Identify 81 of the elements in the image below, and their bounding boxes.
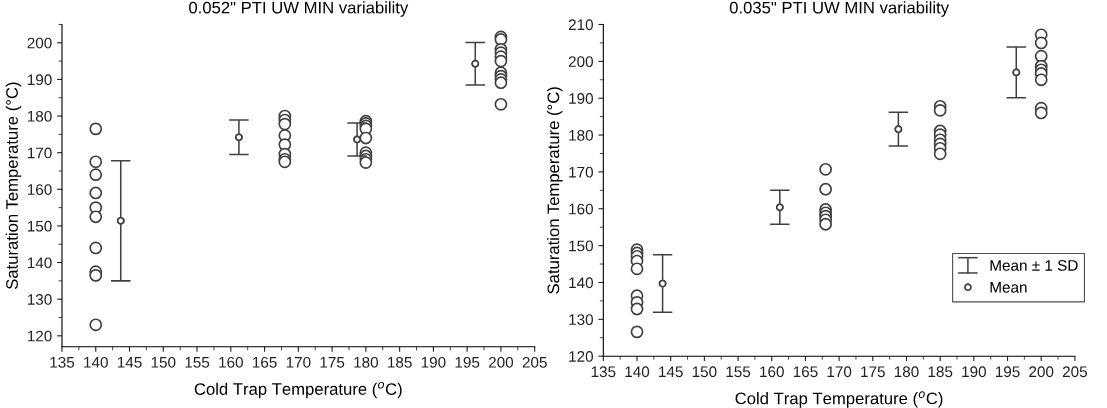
x-tick-label: 170 xyxy=(286,356,311,368)
point xyxy=(89,122,103,136)
y-tick-label: 150 xyxy=(27,220,52,232)
x-axis-title: Cold Trap Temperature ($^{o}$C) xyxy=(194,381,402,399)
y-tick-label: 190 xyxy=(569,93,593,104)
x-tick-label: 160 xyxy=(760,366,784,378)
point xyxy=(494,76,508,90)
legend-label: Mean xyxy=(990,282,1027,293)
x-tick-label: 175 xyxy=(861,366,885,378)
point xyxy=(359,131,373,145)
point xyxy=(89,241,103,255)
x-tick-label: 200 xyxy=(1029,366,1054,378)
y-tick-label: 130 xyxy=(27,294,52,305)
point xyxy=(89,186,103,200)
y-tick-label: 160 xyxy=(27,184,52,195)
y-tick-label: 170 xyxy=(569,166,593,178)
x-tick-label: 205 xyxy=(522,356,547,368)
x-tick-label: 155 xyxy=(185,357,210,368)
x-tick-label: 160 xyxy=(219,356,243,368)
x-axis-title: Cold Trap Temperature ($^{o}$C) xyxy=(735,391,943,408)
legend-label: Mean ± 1 SD xyxy=(990,260,1078,271)
x-tick-label: 180 xyxy=(354,356,379,368)
point xyxy=(89,318,103,332)
x-tick-label: 190 xyxy=(962,366,986,378)
point xyxy=(359,156,373,169)
point xyxy=(819,162,833,176)
x-tick-label: 155 xyxy=(726,366,751,378)
y-tick-label: 180 xyxy=(27,110,52,122)
x-tick-label: 140 xyxy=(84,356,108,368)
y-tick-label: 140 xyxy=(27,257,52,269)
point xyxy=(630,262,644,276)
point xyxy=(630,325,644,339)
y-tick-label: 170 xyxy=(27,147,52,159)
y-tick-label: 160 xyxy=(569,203,593,215)
point xyxy=(89,155,103,169)
y-axis-title: Saturation Temperature (°C) xyxy=(5,82,22,290)
point xyxy=(89,210,103,224)
point xyxy=(1034,73,1048,87)
chart-title: 0.052" PTI UW MIN variability xyxy=(189,1,409,17)
x-tick-label: 205 xyxy=(1062,366,1087,378)
point xyxy=(494,97,508,111)
x-tick-label: 185 xyxy=(928,366,953,378)
x-tick-label: 135 xyxy=(591,366,616,378)
y-tick-label: 140 xyxy=(569,277,593,289)
x-tick-label: 190 xyxy=(421,356,446,368)
point xyxy=(278,117,292,131)
x-tick-label: 145 xyxy=(117,357,142,368)
chart-title: 0.035" PTI UW MIN variability xyxy=(729,1,950,17)
y-tick-label: 150 xyxy=(569,240,593,252)
x-tick-label: 165 xyxy=(793,366,818,378)
x-tick-label: 195 xyxy=(455,356,480,368)
x-tick-label: 170 xyxy=(827,366,852,378)
point xyxy=(819,182,833,196)
y-tick-label: 200 xyxy=(568,56,593,68)
point xyxy=(89,168,103,182)
x-tick-label: 165 xyxy=(252,356,277,368)
point xyxy=(494,54,508,68)
point xyxy=(819,217,833,231)
x-tick-label: 200 xyxy=(488,356,514,368)
x-tick-label: 185 xyxy=(388,356,412,368)
x-tick-label: 180 xyxy=(894,366,919,378)
y-tick-label: 200 xyxy=(27,37,52,49)
y-tick-label: 210 xyxy=(568,19,593,31)
point xyxy=(1034,106,1048,120)
y-tick-label: 120 xyxy=(27,330,52,342)
x-tick-label: 195 xyxy=(995,366,1020,378)
point xyxy=(1034,36,1048,50)
x-tick-label: 150 xyxy=(151,356,176,368)
y-tick-label: 130 xyxy=(569,314,593,326)
y-tick-label: 120 xyxy=(569,351,593,362)
y-tick-label: 190 xyxy=(27,74,52,86)
y-axis-title: Saturation Temperature (°C) xyxy=(547,87,563,294)
x-tick-label: 145 xyxy=(659,366,683,378)
y-tick-label: 180 xyxy=(569,129,593,141)
x-tick-label: 135 xyxy=(50,356,75,368)
point xyxy=(933,103,947,117)
x-tick-label: 175 xyxy=(320,357,345,368)
x-tick-label: 150 xyxy=(692,366,717,378)
point xyxy=(630,302,644,316)
point xyxy=(933,147,947,161)
x-tick-label: 140 xyxy=(625,366,650,378)
